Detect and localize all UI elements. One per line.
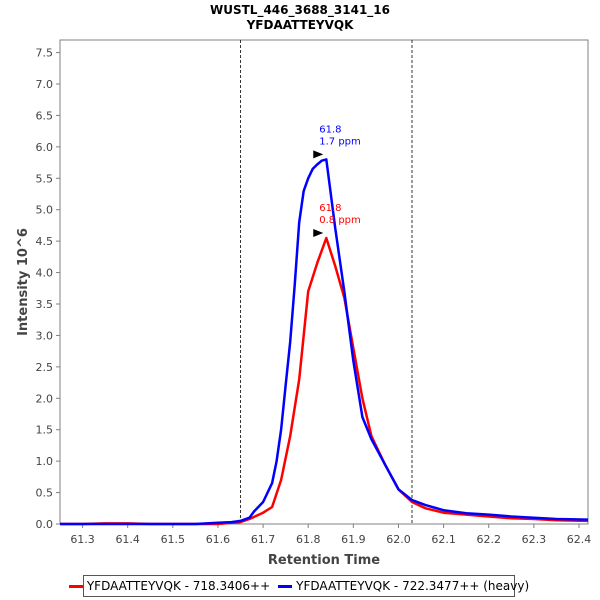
y-tick-label: 5.5 [36,172,54,185]
x-tick-label: 62.0 [386,533,411,546]
y-tick-label: 5.0 [36,204,54,217]
x-tick-label: 61.7 [251,533,276,546]
y-tick-label: 6.5 [36,109,54,122]
x-axis-label: Retention Time [268,553,380,568]
y-tick-label: 7.5 [36,47,54,60]
legend-swatch-heavy [278,584,293,588]
x-tick-label: 61.5 [161,533,186,546]
legend-label-heavy: YFDAATTEYVQK - 722.3477++ (heavy) [296,579,530,593]
peak-annotation-label: 61.8 [319,124,341,135]
y-tick-label: 0.5 [36,487,54,500]
legend: YFDAATTEYVQK - 718.3406++ YFDAATTEYVQK -… [68,575,529,597]
peak-annotation-label: 1.7 ppm [319,136,361,147]
plot-frame [59,39,589,525]
peak-annotation-label: 61.8 [319,203,341,214]
y-tick-label: 2.5 [36,361,54,374]
x-tick-label: 61.8 [296,533,321,546]
y-tick-label: 3.0 [36,329,54,342]
x-tick-label: 61.4 [115,533,140,546]
x-tick-label: 62.3 [522,533,547,546]
series-line-light [60,236,589,526]
chart-subtitle: YFDAATTEYVQK [246,18,354,32]
x-tick-label: 61.9 [341,533,366,546]
y-tick-label: 1.5 [36,424,54,437]
legend-swatch-light [68,584,83,588]
y-tick-label: 4.0 [36,267,54,280]
x-tick-label: 61.3 [70,533,95,546]
x-tick-label: 62.4 [567,533,592,546]
x-tick-label: 62.1 [431,533,456,546]
apex-marker-icon [313,150,324,159]
apex-marker-icon [313,229,324,237]
y-tick-label: 6.0 [36,141,54,154]
legend-item-heavy: YFDAATTEYVQK - 722.3477++ (heavy) [278,579,529,593]
x-tick-label: 62.2 [476,533,501,546]
y-axis-label: Intensity 10^6 [16,228,31,336]
legend-label-light: YFDAATTEYVQK - 718.3406++ [86,579,271,593]
y-tick-label: 1.0 [36,455,54,468]
y-tick-label: 3.5 [36,298,54,311]
y-tick-label: 2.0 [36,392,54,405]
chart-title: WUSTL_446_3688_3141_16 [210,3,390,17]
peak-annotation-label: 0.8 ppm [319,215,361,226]
x-tick-label: 61.6 [206,533,231,546]
legend-item-light: YFDAATTEYVQK - 718.3406++ [68,579,271,593]
y-tick-label: 0.0 [36,518,54,531]
y-tick-label: 4.5 [36,235,54,248]
y-tick-label: 7.0 [36,78,54,91]
series-line-heavy [60,158,589,526]
